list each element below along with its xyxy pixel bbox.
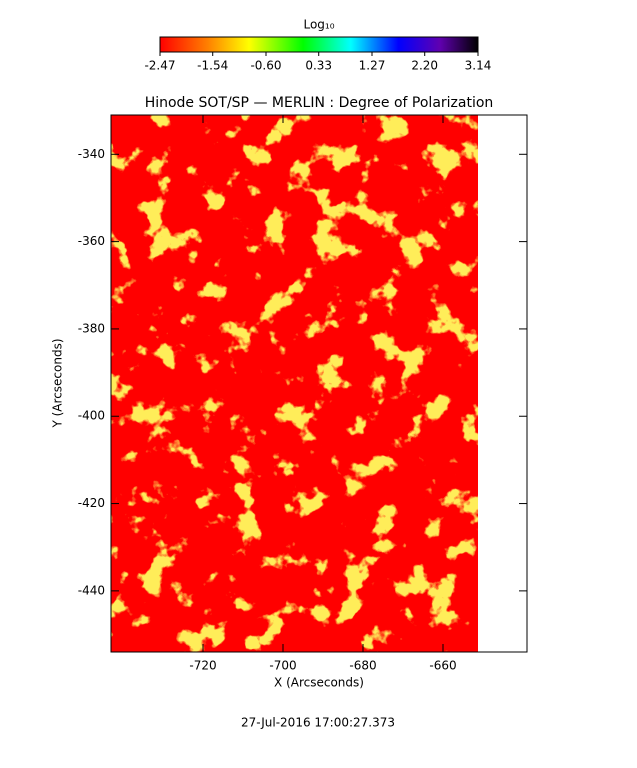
chart-title: Hinode SOT/SP — MERLIN : Degree of Polar… [145,95,494,111]
y-tick-label: -340 [78,147,105,161]
y-tick-label: -440 [78,583,105,597]
colorbar-tick-label: -1.54 [197,59,228,73]
colorbar-tick-label: 0.33 [305,59,332,73]
x-tick-label: -660 [429,659,456,673]
x-tick-label: -680 [349,659,376,673]
colorbar [159,36,479,53]
y-tick-label: -400 [78,409,105,423]
y-axis-label: Y (Arcseconds) [51,338,65,428]
colorbar-tick-label: 2.20 [411,59,438,73]
y-tick-label: -360 [78,234,105,248]
plot-frame [110,114,528,653]
x-axis-label: X (Arcseconds) [274,676,364,690]
colorbar-label: Log₁₀ [303,18,334,32]
colorbar-tick-label: -0.60 [250,59,281,73]
timestamp: 27-Jul-2016 17:00:27.373 [241,716,395,730]
y-tick-label: -380 [78,321,105,335]
heatmap-texture [111,115,478,652]
colorbar-tick-label: -2.47 [144,59,175,73]
x-tick-label: -720 [189,659,216,673]
colorbar-tick-label: 1.27 [359,59,386,73]
y-tick-label: -420 [78,496,105,510]
colorbar-tick-label: 3.14 [465,59,492,73]
x-tick-label: -700 [269,659,296,673]
